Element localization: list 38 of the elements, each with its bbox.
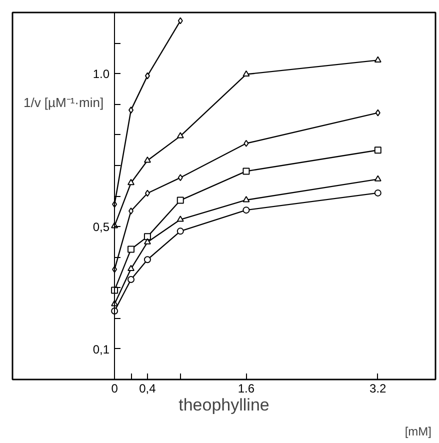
point: [128, 207, 134, 214]
y-tick-label: 0,5: [92, 220, 110, 234]
point: [144, 190, 150, 197]
point: [128, 276, 135, 283]
point: [178, 174, 183, 182]
point: [176, 196, 184, 204]
point: [144, 72, 150, 80]
point: [144, 156, 151, 163]
point: [242, 196, 250, 202]
point: [128, 178, 135, 186]
text: [mM]: [404, 424, 432, 438]
y-tick-label: 0,1: [92, 342, 110, 356]
point: [128, 246, 135, 253]
point: [176, 228, 184, 235]
point: [128, 264, 135, 272]
point: [128, 106, 134, 114]
point: [375, 109, 380, 116]
y-axis-title: 1/v [µM⁻¹·min]: [23, 95, 104, 110]
x-tick-label: 3.2: [370, 382, 387, 396]
point: [374, 189, 382, 196]
x-tick-label: 0,4: [139, 382, 156, 396]
point: [374, 56, 382, 62]
point: [374, 175, 382, 182]
point: [144, 233, 151, 240]
point: [242, 206, 250, 214]
point: [242, 70, 250, 77]
point: [374, 146, 382, 154]
point: [244, 140, 249, 147]
point: [178, 17, 183, 24]
point: [176, 216, 184, 222]
x-axis-title: theophylline: [178, 396, 270, 414]
point: [176, 132, 184, 138]
x-tick-label: 0: [111, 382, 118, 396]
point: [144, 238, 151, 244]
point: [144, 256, 151, 264]
y-tick-label: 1.0: [92, 67, 110, 82]
x-tick-label: 1.6: [238, 382, 255, 396]
point: [242, 168, 250, 175]
